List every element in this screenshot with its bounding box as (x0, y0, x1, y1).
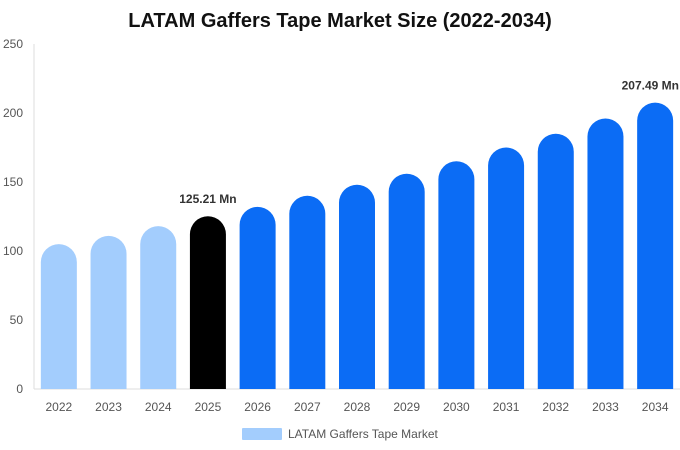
x-tick-label: 2031 (493, 400, 520, 414)
x-tick-label: 2026 (244, 400, 271, 414)
bar-2024[interactable] (140, 226, 177, 389)
data-labels: 125.21 Mn 207.49 Mn (179, 79, 679, 207)
x-tick-label: 2032 (542, 400, 569, 414)
y-tick-label: 150 (3, 175, 23, 189)
data-label-2034: 207.49 Mn (622, 79, 679, 93)
x-axis-ticks: 2022 2023 2024 2025 2026 2027 2028 2029 2030 2031… (45, 400, 668, 414)
bar-2034[interactable] (637, 102, 674, 389)
x-tick-label: 2030 (443, 400, 470, 414)
bar-2028[interactable] (339, 184, 375, 389)
bar-2029[interactable] (388, 173, 425, 389)
data-label-2025: 125.21 Mn (179, 192, 236, 206)
bar-2022[interactable] (40, 244, 77, 389)
bar-2033[interactable] (587, 118, 624, 389)
x-tick-label: 2023 (95, 400, 122, 414)
y-tick-label: 0 (16, 382, 23, 396)
x-tick-label: 2029 (393, 400, 420, 414)
y-axis-ticks: 0 50 100 150 200 250 (3, 37, 23, 396)
bar-2025[interactable] (189, 216, 226, 389)
x-tick-label: 2027 (294, 400, 321, 414)
bar-2027[interactable] (289, 195, 326, 389)
x-tick-label: 2025 (195, 400, 222, 414)
y-tick-label: 200 (3, 106, 23, 120)
bar-2026[interactable] (239, 206, 276, 389)
bar-2023[interactable] (90, 235, 127, 389)
y-tick-label: 100 (3, 244, 23, 258)
bars-group (40, 102, 674, 389)
y-tick-label: 250 (3, 37, 23, 51)
x-tick-label: 2022 (45, 400, 72, 414)
bar-2031[interactable] (488, 147, 525, 389)
x-tick-label: 2033 (592, 400, 619, 414)
chart-title: LATAM Gaffers Tape Market Size (2022-203… (128, 10, 551, 32)
bar-2030[interactable] (438, 161, 475, 389)
bar-2032[interactable] (537, 133, 574, 389)
y-tick-label: 50 (10, 313, 24, 327)
x-tick-label: 2034 (642, 400, 669, 414)
legend[interactable]: LATAM Gaffers Tape Market (242, 427, 439, 441)
legend-label: LATAM Gaffers Tape Market (288, 427, 439, 441)
x-tick-label: 2028 (344, 400, 371, 414)
legend-swatch (242, 428, 282, 440)
x-tick-label: 2024 (145, 400, 172, 414)
